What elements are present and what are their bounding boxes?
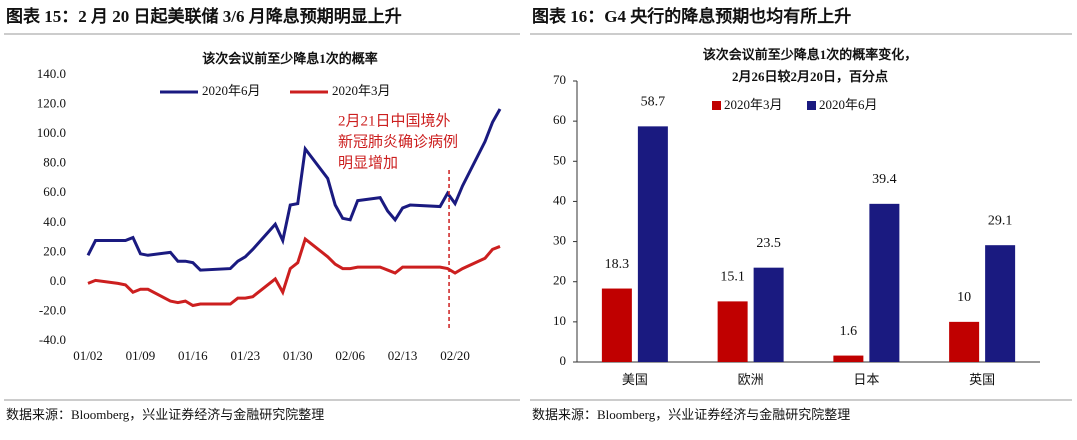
line-series — [86, 108, 502, 272]
legend-label: 2020年6月 — [819, 97, 878, 112]
value-label: 1.6 — [840, 324, 858, 339]
legend-swatch — [712, 101, 721, 110]
legend-label: 2020年3月 — [724, 97, 783, 112]
bar — [717, 301, 748, 362]
bar — [753, 267, 784, 362]
heading: 图表 16：G4 央行的降息预期也均有所上升 — [532, 6, 851, 26]
bar — [869, 203, 900, 362]
y-tick-label: 10 — [553, 313, 566, 328]
annotation: 新冠肺炎确诊病例 — [338, 133, 458, 150]
value-label: 23.5 — [756, 236, 781, 251]
legend-label: 2020年3月 — [332, 83, 391, 98]
y-tick-label: 140.0 — [37, 66, 66, 81]
value-label: 58.7 — [641, 95, 666, 110]
legend-label: 2020年6月 — [202, 83, 261, 98]
y-tick-label: -40.0 — [39, 332, 66, 347]
value-label: 18.3 — [605, 257, 630, 272]
x-tick-label: 日本 — [853, 372, 879, 387]
chart-title: 该次会议前至少降息1次的概率变化， — [703, 47, 918, 62]
bar — [949, 321, 980, 362]
bar — [985, 245, 1016, 362]
source: 数据来源：Bloomberg，兴业证券经济与金融研究院整理 — [532, 407, 850, 422]
annotation: 明显增加 — [338, 154, 398, 171]
x-tick-label: 01/16 — [178, 348, 208, 363]
y-tick-label: -20.0 — [39, 302, 66, 317]
x-tick-label: 欧洲 — [738, 372, 764, 387]
bar — [601, 288, 632, 362]
y-tick-label: 0 — [560, 353, 567, 368]
line-series — [87, 236, 501, 308]
x-tick-label: 英国 — [969, 372, 995, 387]
x-tick-label: 01/09 — [126, 348, 156, 363]
x-tick-label: 01/23 — [230, 348, 260, 363]
value-label: 10 — [957, 290, 971, 305]
x-tick-label: 美国 — [622, 372, 648, 387]
y-tick-label: 20 — [553, 273, 566, 288]
bar — [637, 126, 668, 363]
value-label: 15.1 — [720, 270, 745, 285]
heading: 图表 15：2 月 20 日起美联储 3/6 月降息预期明显上升 — [6, 6, 402, 26]
y-tick-label: 40 — [553, 192, 566, 207]
y-tick-label: 50 — [553, 152, 566, 167]
value-label: 39.4 — [872, 172, 897, 187]
chart-title: 该次会议前至少降息1次的概率 — [202, 51, 378, 66]
y-tick-label: 60 — [553, 112, 566, 127]
y-tick-label: 60.0 — [43, 184, 66, 199]
x-tick-label: 02/13 — [388, 348, 418, 363]
chart-title: 2月26日较2月20日，百分点 — [732, 69, 888, 84]
x-tick-label: 02/20 — [440, 348, 470, 363]
x-tick-label: 01/30 — [283, 348, 313, 363]
y-tick-label: 40.0 — [43, 214, 66, 229]
annotation: 2月21日中国境外 — [338, 111, 451, 129]
y-tick-label: 120.0 — [37, 96, 66, 111]
y-tick-label: 20.0 — [43, 243, 66, 258]
y-tick-label: 70 — [553, 72, 566, 87]
value-label: 29.1 — [988, 213, 1013, 228]
y-tick-label: 80.0 — [43, 155, 66, 170]
bar — [833, 355, 864, 362]
source: 数据来源：Bloomberg，兴业证券经济与金融研究院整理 — [6, 407, 324, 422]
y-tick-label: 30 — [553, 233, 566, 248]
x-tick-label: 02/06 — [335, 348, 365, 363]
y-tick-label: 100.0 — [37, 125, 66, 140]
y-tick-label: 0.0 — [50, 273, 66, 288]
x-tick-label: 01/02 — [73, 348, 103, 363]
legend-swatch — [807, 101, 816, 110]
